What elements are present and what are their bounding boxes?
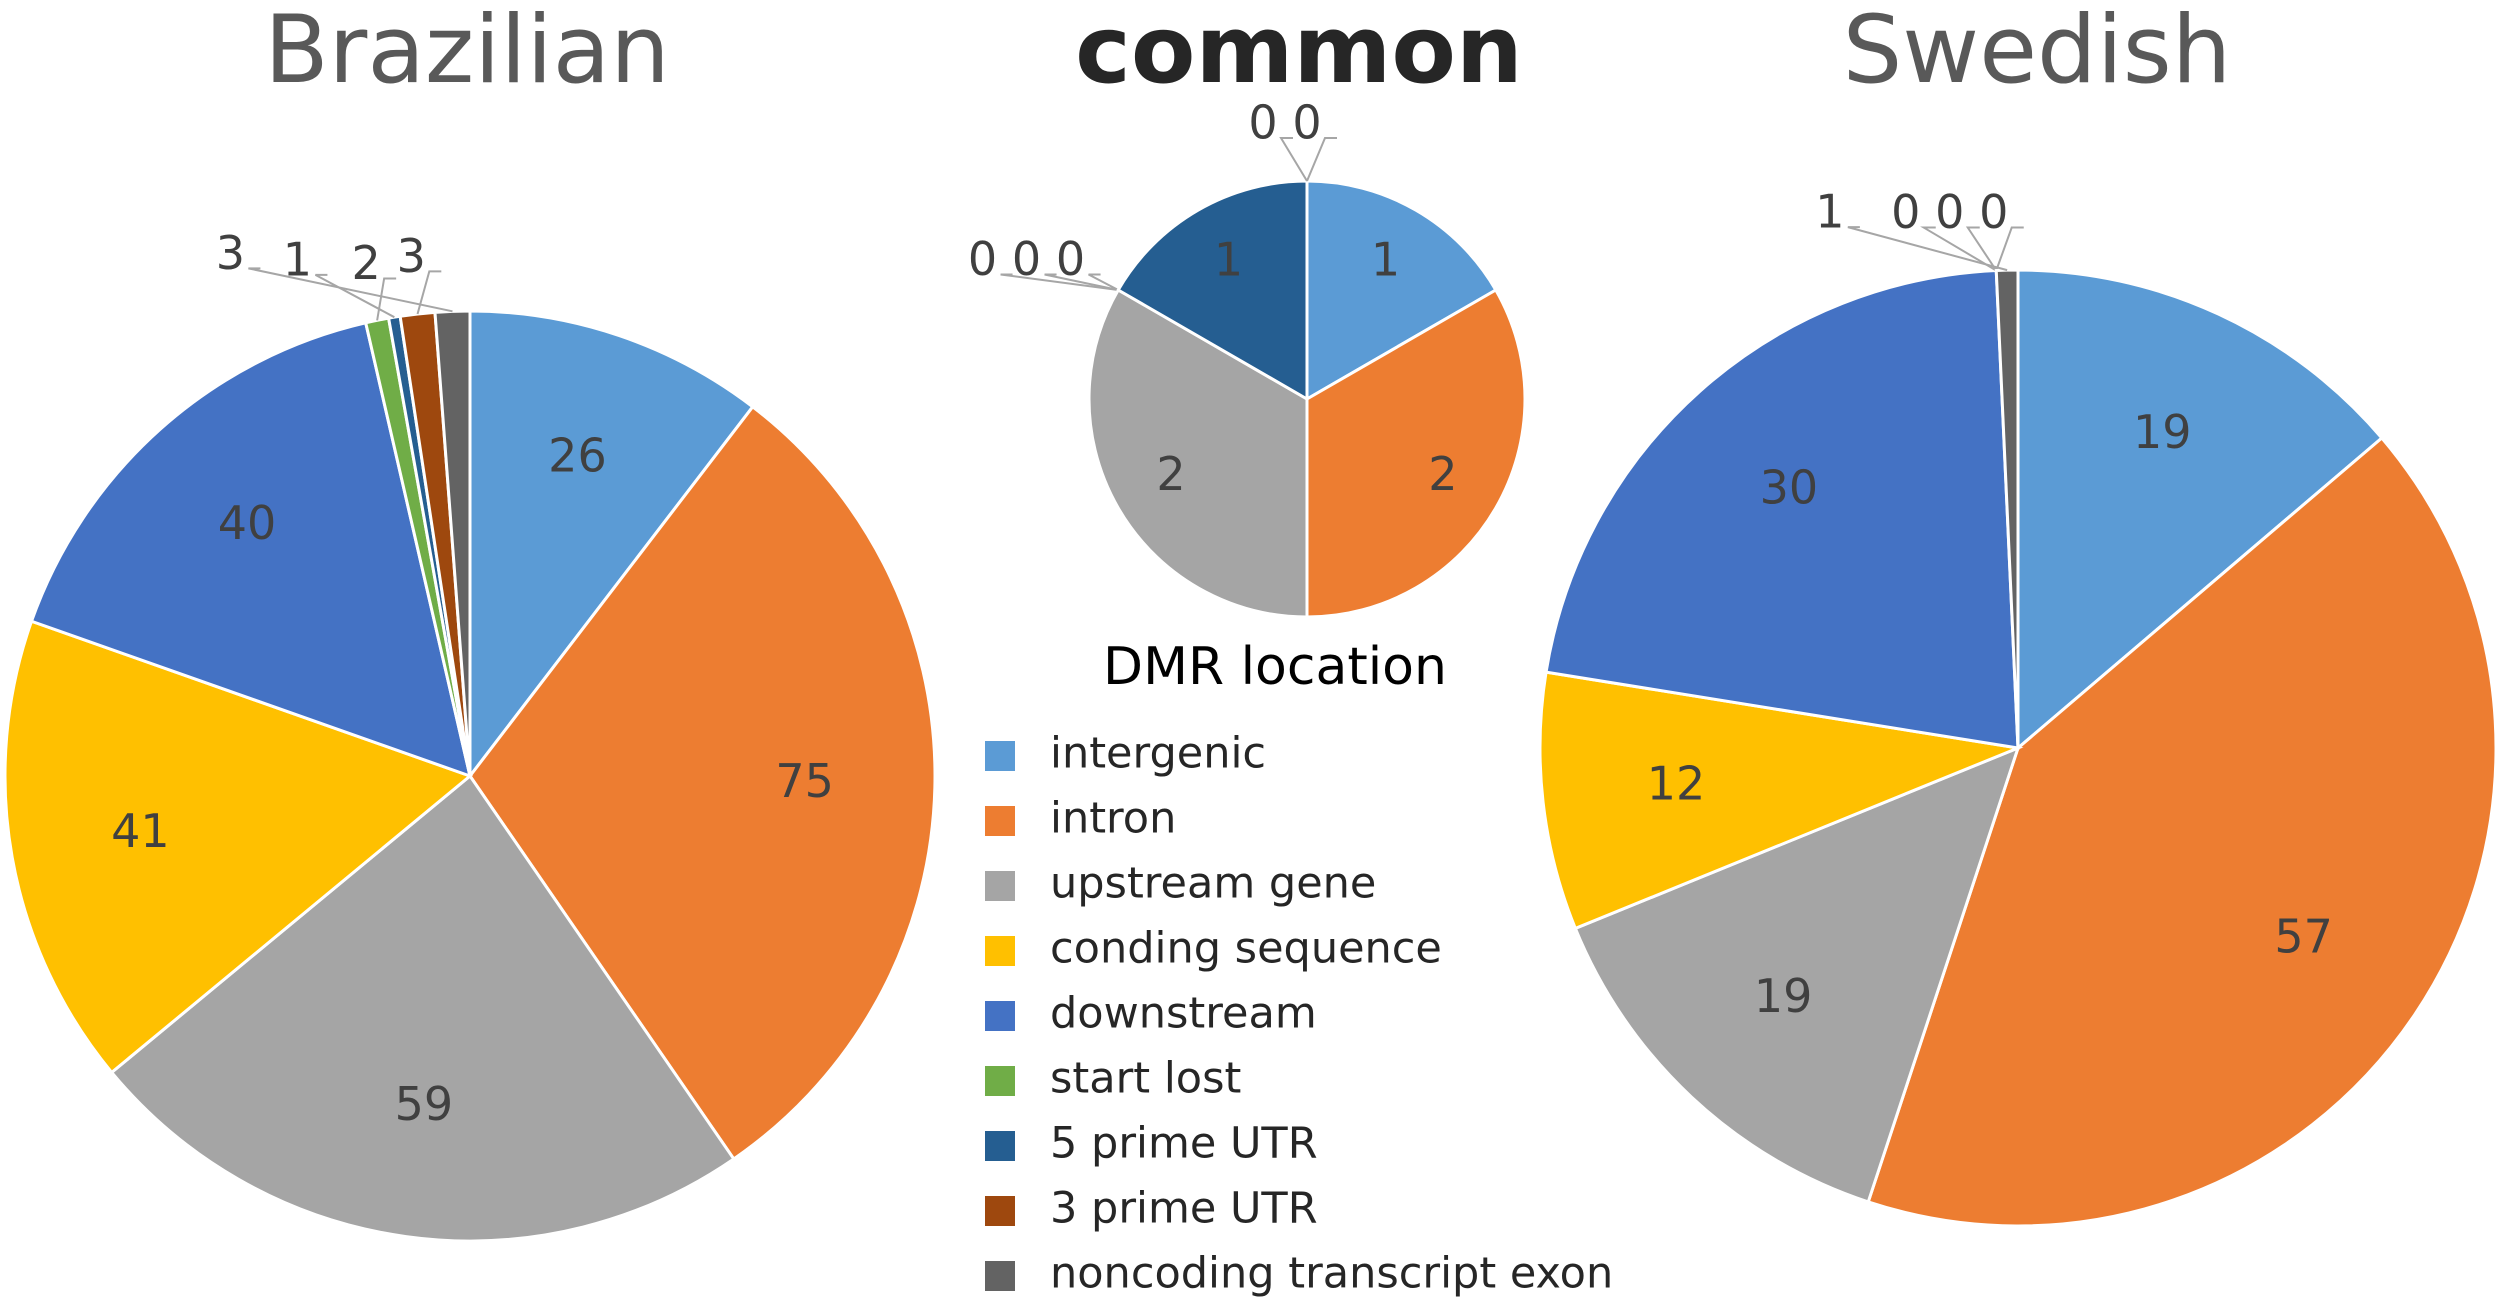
leader-line <box>1279 137 1308 182</box>
pie-slice <box>468 404 937 1162</box>
pie-slice <box>468 309 755 781</box>
pie-slice <box>1087 287 1309 619</box>
legend-swatch <box>985 1066 1015 1096</box>
data-label: 57 <box>2274 910 2333 964</box>
data-label: 26 <box>548 428 607 482</box>
data-label: 0 <box>1935 185 1964 239</box>
data-label: 0 <box>968 232 997 286</box>
legend-swatch <box>985 806 1015 836</box>
data-label: 1 <box>1815 185 1844 239</box>
pie-slice <box>29 321 473 779</box>
data-label: 2 <box>1156 447 1185 501</box>
leader-line <box>376 277 397 321</box>
legend-swatch <box>985 936 1015 966</box>
legend-item: 3 prime UTR <box>1050 1184 1318 1234</box>
data-label: 19 <box>2133 405 2192 459</box>
data-label: 19 <box>1754 969 1813 1023</box>
leader-line <box>1000 273 1119 291</box>
data-label: 1 <box>1371 233 1400 287</box>
legend-item: intergenic <box>1050 729 1266 779</box>
data-label: 0 <box>1292 96 1321 150</box>
data-label: 41 <box>111 804 170 858</box>
leader-line <box>1920 226 1997 272</box>
pie-slice <box>1538 670 2024 931</box>
legend-item: downstream <box>1050 989 1317 1039</box>
pie-slice <box>1305 287 1527 619</box>
legend-swatch <box>985 871 1015 901</box>
data-label: 59 <box>395 1077 454 1131</box>
leader-line <box>1044 273 1119 291</box>
leader-line <box>1088 273 1119 291</box>
legend-title: DMR location <box>1103 637 1447 697</box>
data-label: 2 <box>352 236 381 290</box>
leader-line <box>1965 226 1998 272</box>
leader-line <box>1847 226 2008 272</box>
legend-item: conding sequence <box>1050 924 1442 974</box>
leader-line <box>314 273 395 319</box>
chart-title: Swedish <box>1843 0 2232 105</box>
chart-title: common <box>1075 0 1523 105</box>
pie-slice <box>1866 435 2498 1228</box>
data-label: 12 <box>1647 757 1706 811</box>
legend-item: upstream gene <box>1050 859 1376 909</box>
leader-line <box>416 270 442 315</box>
leader-line <box>248 267 453 313</box>
pie-slice <box>109 773 736 1243</box>
legend-item: start lost <box>1050 1054 1241 1104</box>
leader-line <box>1306 137 1337 182</box>
pie-slice <box>1116 179 1309 402</box>
pie-slice <box>3 619 473 1075</box>
legend-item: 5 prime UTR <box>1050 1119 1318 1169</box>
legend-swatch <box>985 1261 1015 1291</box>
pie-slice <box>1544 268 2020 750</box>
data-label: 3 <box>397 229 426 283</box>
data-label: 2 <box>1428 447 1457 501</box>
legend-item: intron <box>1050 794 1176 844</box>
legend-swatch <box>985 1131 1015 1161</box>
data-label: 0 <box>1891 185 1920 239</box>
data-label: 1 <box>1214 233 1243 287</box>
leader-line <box>1995 226 2024 271</box>
data-label: 40 <box>218 496 277 550</box>
legend-item: noncoding transcript exon <box>1050 1249 1613 1299</box>
pie-slice <box>1573 745 2021 1204</box>
data-label: 30 <box>1760 461 1819 515</box>
data-label: 0 <box>1248 96 1277 150</box>
data-label: 3 <box>216 226 245 280</box>
pie-slice <box>1305 179 1498 402</box>
legend-swatch <box>985 1196 1015 1226</box>
data-label: 0 <box>1979 185 2008 239</box>
legend-swatch <box>985 741 1015 771</box>
legend-swatch <box>985 1001 1015 1031</box>
data-label: 75 <box>775 754 834 808</box>
pie-slice <box>2016 268 2384 752</box>
chart-title: Brazilian <box>264 0 670 105</box>
